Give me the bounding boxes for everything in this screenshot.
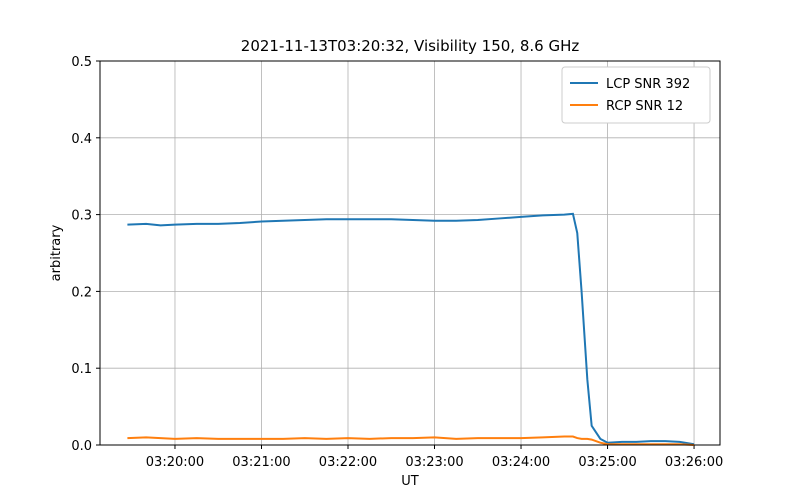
y-tick-label: 0.2 [71, 285, 92, 300]
legend-label: LCP SNR 392 [606, 77, 690, 92]
x-tick-label: 03:26:00 [665, 455, 723, 470]
legend-label: RCP SNR 12 [606, 99, 683, 114]
x-tick-label: 03:24:00 [492, 455, 550, 470]
x-axis-label: UT [401, 474, 419, 489]
chart-title: 2021-11-13T03:20:32, Visibility 150, 8.6… [241, 37, 580, 55]
x-tick-label: 03:25:00 [578, 455, 636, 470]
legend-box [561, 66, 711, 124]
y-tick-label: 0.4 [71, 132, 92, 147]
y-axis-label: arbitrary [49, 224, 64, 281]
y-tick-label: 0.0 [71, 439, 92, 454]
x-tick-label: 03:21:00 [232, 455, 290, 470]
x-tick-label: 03:20:00 [146, 455, 204, 470]
plot-frame [99, 60, 721, 446]
x-tick-label: 03:22:00 [319, 455, 377, 470]
y-tick-label: 0.3 [71, 209, 92, 224]
line-series [127, 212, 695, 446]
line-series [127, 435, 695, 446]
y-tick-label: 0.5 [71, 55, 92, 70]
x-tick-label: 03:23:00 [405, 455, 463, 470]
y-tick-label: 0.1 [71, 362, 92, 377]
